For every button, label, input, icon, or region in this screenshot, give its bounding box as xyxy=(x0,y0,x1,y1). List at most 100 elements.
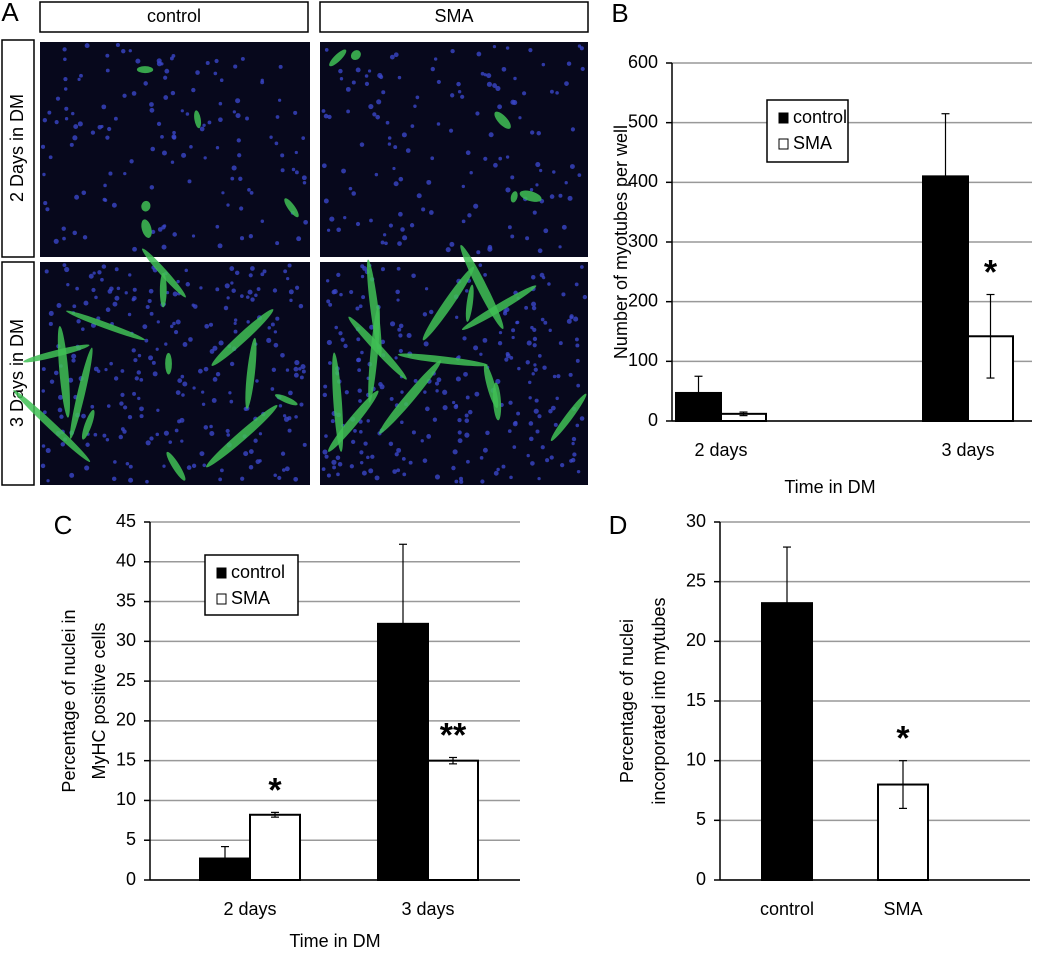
nucleus xyxy=(364,74,369,78)
nucleus xyxy=(208,322,214,327)
myotube xyxy=(57,325,70,418)
nucleus xyxy=(120,369,125,373)
nucleus xyxy=(530,274,536,280)
nucleus xyxy=(230,176,235,181)
nucleus xyxy=(564,81,569,86)
nucleus xyxy=(542,365,547,370)
nucleus xyxy=(71,111,75,116)
nucleus xyxy=(44,269,49,274)
nucleus xyxy=(507,225,512,230)
nucleus xyxy=(374,172,379,177)
nucleus xyxy=(230,281,234,285)
nucleus xyxy=(487,244,493,250)
nucleus xyxy=(513,76,517,81)
nucleus xyxy=(580,265,584,269)
y-tick-label: 15 xyxy=(116,749,136,769)
header-box xyxy=(319,1,589,33)
nucleus xyxy=(260,272,265,277)
nucleus xyxy=(361,295,366,300)
panel-label: C xyxy=(54,510,73,540)
nucleus xyxy=(128,273,132,277)
nucleus xyxy=(436,79,441,85)
y-axis-label: Percentage of nuclei in xyxy=(59,609,79,792)
nucleus xyxy=(238,176,243,181)
nucleus xyxy=(540,317,545,322)
row-box xyxy=(1,261,35,486)
nucleus xyxy=(325,279,330,283)
nucleus xyxy=(361,470,367,476)
nucleus xyxy=(380,267,385,272)
myotube xyxy=(159,272,167,308)
nucleus xyxy=(127,414,133,420)
nucleus xyxy=(505,353,511,359)
myotube xyxy=(465,284,474,322)
nucleus xyxy=(76,319,81,324)
nucleus xyxy=(496,467,500,472)
nucleus xyxy=(139,406,144,412)
nucleus xyxy=(575,423,580,428)
nucleus xyxy=(495,378,501,384)
x-tick-label: 3 days xyxy=(401,899,454,919)
nucleus xyxy=(545,458,550,463)
nucleus xyxy=(385,120,390,125)
nucleus xyxy=(359,460,364,465)
nucleus xyxy=(258,432,263,436)
nucleus xyxy=(324,48,329,52)
nucleus xyxy=(579,416,585,421)
significance: * xyxy=(268,771,282,809)
error-bar xyxy=(694,375,703,411)
nucleus xyxy=(134,376,139,381)
header-box xyxy=(39,1,309,33)
nucleus xyxy=(285,368,290,372)
nucleus xyxy=(201,402,206,406)
nucleus xyxy=(331,289,337,295)
y-tick-label: 35 xyxy=(116,590,136,610)
nucleus xyxy=(128,477,134,483)
nucleus xyxy=(422,312,428,317)
nucleus xyxy=(266,337,272,344)
nucleus xyxy=(400,390,404,394)
myotube xyxy=(550,393,587,442)
nucleus xyxy=(526,453,530,458)
nucleus xyxy=(280,451,286,456)
nucleus xyxy=(394,452,399,457)
nucleus xyxy=(75,286,79,291)
nucleus xyxy=(505,187,511,193)
nucleus xyxy=(245,116,249,121)
nucleus xyxy=(209,424,213,429)
nucleus xyxy=(324,434,328,438)
nucleus xyxy=(150,146,156,152)
nucleus xyxy=(355,221,361,227)
nucleus xyxy=(280,168,285,173)
row-label: 3 Days in DM xyxy=(7,319,27,427)
nucleus xyxy=(113,116,118,121)
nucleus xyxy=(450,48,455,54)
x-tick-label: 3 days xyxy=(941,440,994,460)
x-axis-label: Time in DM xyxy=(289,931,380,951)
nucleus xyxy=(410,124,415,128)
nucleus xyxy=(486,81,492,87)
nucleus xyxy=(136,370,141,375)
nucleus xyxy=(197,368,203,374)
nucleus xyxy=(537,477,541,481)
nucleus xyxy=(129,159,134,164)
y-tick-label: 500 xyxy=(628,111,658,131)
myotube xyxy=(519,190,542,202)
nucleus xyxy=(340,337,345,342)
nucleus xyxy=(215,145,220,150)
nucleus xyxy=(532,336,538,342)
nucleus xyxy=(280,153,285,158)
nucleus xyxy=(400,420,404,425)
nucleus xyxy=(569,164,575,169)
nucleus xyxy=(425,406,430,412)
nucleus xyxy=(480,479,485,484)
nucleus xyxy=(66,282,70,287)
nucleus xyxy=(294,359,300,366)
nucleus xyxy=(469,170,473,175)
nucleus xyxy=(450,93,455,98)
nucleus xyxy=(223,305,229,311)
myotube xyxy=(245,337,257,409)
nucleus xyxy=(549,89,554,94)
nucleus xyxy=(156,121,162,126)
nucleus xyxy=(457,438,463,444)
